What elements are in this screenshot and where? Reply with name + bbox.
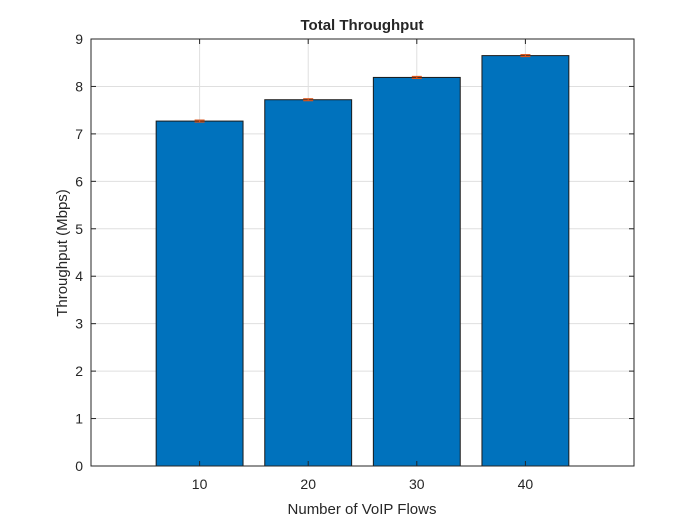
error-bar-10: [194, 119, 205, 123]
bars: [155, 55, 570, 467]
y-tick-label: 5: [75, 221, 83, 237]
y-tick-label: 6: [75, 173, 83, 189]
y-tick-label: 1: [75, 411, 83, 427]
bar-20: [264, 99, 353, 467]
y-tick-label: 7: [75, 126, 83, 142]
axes: [90, 38, 635, 467]
chart-title: Total Throughput: [300, 17, 423, 34]
tick-labels: 0 1 2 3 4 5 6 7 8 9 10 20 30 40: [75, 31, 533, 492]
x-axis-label: Number of VoIP Flows: [288, 501, 437, 518]
bar-10: [155, 120, 244, 467]
bar-40: [481, 55, 570, 467]
x-tick-label: 10: [192, 476, 208, 492]
y-tick-label: 3: [75, 316, 83, 332]
bar-30: [372, 76, 461, 467]
axes-box: [90, 38, 635, 467]
error-bar-30: [411, 75, 422, 79]
error-bar-40: [520, 54, 531, 58]
x-tick-label: 40: [518, 476, 534, 492]
error-bar-20: [303, 98, 314, 102]
y-tick-label: 9: [75, 31, 83, 47]
y-tick-label: 4: [75, 268, 83, 284]
y-tick-label: 2: [75, 363, 83, 379]
y-tick-label: 8: [75, 78, 83, 94]
x-tick-label: 20: [300, 476, 316, 492]
x-tick-label: 30: [409, 476, 425, 492]
y-tick-label: 0: [75, 458, 83, 474]
y-axis-label: Throughput (Mbps): [54, 189, 71, 317]
error-bars: [194, 54, 531, 123]
